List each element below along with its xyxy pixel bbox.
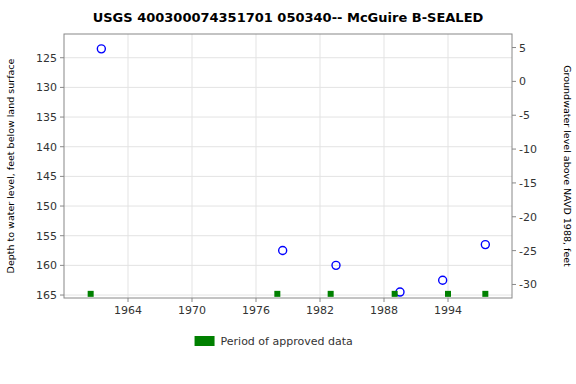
grid-line — [64, 295, 512, 296]
tick-label: 130 — [36, 81, 57, 94]
tick — [128, 298, 129, 302]
marks — [88, 45, 490, 297]
tick-label: 165 — [36, 289, 57, 302]
tick — [60, 87, 64, 88]
square-marker — [392, 291, 398, 297]
grid-line — [256, 34, 257, 298]
series — [88, 291, 489, 297]
tick-label: 1970 — [178, 304, 206, 317]
grid-line — [64, 87, 512, 88]
grid-line — [448, 34, 449, 298]
tick-label: 1976 — [242, 304, 270, 317]
square-marker — [328, 291, 334, 297]
tick-label: -10 — [519, 143, 537, 156]
tick — [60, 176, 64, 177]
plot-background — [64, 34, 512, 298]
tick — [256, 298, 257, 302]
x-axis: 1964 1970 1976 1982 1988 1994 — [114, 298, 462, 317]
tick-label: 1964 — [114, 304, 142, 317]
tick-label: 160 — [36, 259, 57, 272]
square-marker — [88, 291, 94, 297]
grid-line — [64, 146, 512, 147]
tick — [512, 115, 516, 116]
tick — [512, 284, 516, 285]
point — [279, 247, 287, 255]
grid-line — [64, 206, 512, 207]
chart: 1964197019761982198819941251301351401451… — [0, 0, 576, 384]
tick-label: 140 — [36, 141, 57, 154]
tick-label: 125 — [36, 52, 57, 65]
tick — [384, 298, 385, 302]
tick — [60, 117, 64, 118]
grid-line — [64, 57, 512, 58]
tick-label: 135 — [36, 111, 57, 124]
legend-swatch — [195, 336, 215, 346]
tick-label: -5 — [519, 109, 530, 122]
tick — [512, 216, 516, 217]
tick — [448, 298, 449, 302]
point — [439, 276, 447, 284]
tick-label: -15 — [519, 177, 537, 190]
tick-label: 0 — [519, 75, 526, 88]
tick — [512, 81, 516, 82]
series — [97, 45, 489, 296]
tick — [60, 57, 64, 58]
legend: Period of approved data — [195, 335, 353, 348]
y-axis: 125 130 135 140 145 150 155 160 165 — [36, 52, 64, 302]
grid — [64, 34, 512, 298]
tick-label: -25 — [519, 245, 537, 258]
grid-line — [192, 34, 193, 298]
grid-line — [64, 176, 512, 177]
grid-line — [128, 34, 129, 298]
y-axis-label: Depth to water level, feet below land su… — [5, 58, 16, 273]
tick-label: 1994 — [434, 304, 462, 317]
grid-line — [64, 235, 512, 236]
tick-label: 5 — [519, 42, 526, 55]
tick — [512, 182, 516, 183]
tick-label: 150 — [36, 200, 57, 213]
title: USGS 400300074351701 050340-- McGuire B-… — [93, 10, 484, 25]
legend-label: Period of approved data — [221, 335, 353, 348]
y2-axis: 5 0 -5 -10 -15 -20 -25 -30 — [512, 42, 537, 292]
tick — [60, 295, 64, 296]
y2-axis-label: Groundwater level above NAVD 1988, feet — [562, 65, 573, 267]
grid-line — [64, 265, 512, 266]
grid-line — [384, 34, 385, 298]
point — [481, 241, 489, 249]
tick-label: -20 — [519, 211, 537, 224]
square-marker — [274, 291, 280, 297]
square-marker — [445, 291, 451, 297]
tick — [512, 149, 516, 150]
tick — [60, 206, 64, 207]
plot-frame — [64, 34, 512, 298]
grid-line — [320, 34, 321, 298]
grid-line — [64, 117, 512, 118]
square-marker — [482, 291, 488, 297]
tick-label: 155 — [36, 230, 57, 243]
tick — [320, 298, 321, 302]
tick — [60, 265, 64, 266]
tick — [60, 146, 64, 147]
tick-label: 1988 — [370, 304, 398, 317]
tick-label: 145 — [36, 170, 57, 183]
tick — [60, 235, 64, 236]
point — [97, 45, 105, 53]
tick — [512, 250, 516, 251]
tick — [512, 47, 516, 48]
point — [332, 261, 340, 269]
tick-label: 1982 — [306, 304, 334, 317]
tick-label: -30 — [519, 278, 537, 291]
tick — [192, 298, 193, 302]
